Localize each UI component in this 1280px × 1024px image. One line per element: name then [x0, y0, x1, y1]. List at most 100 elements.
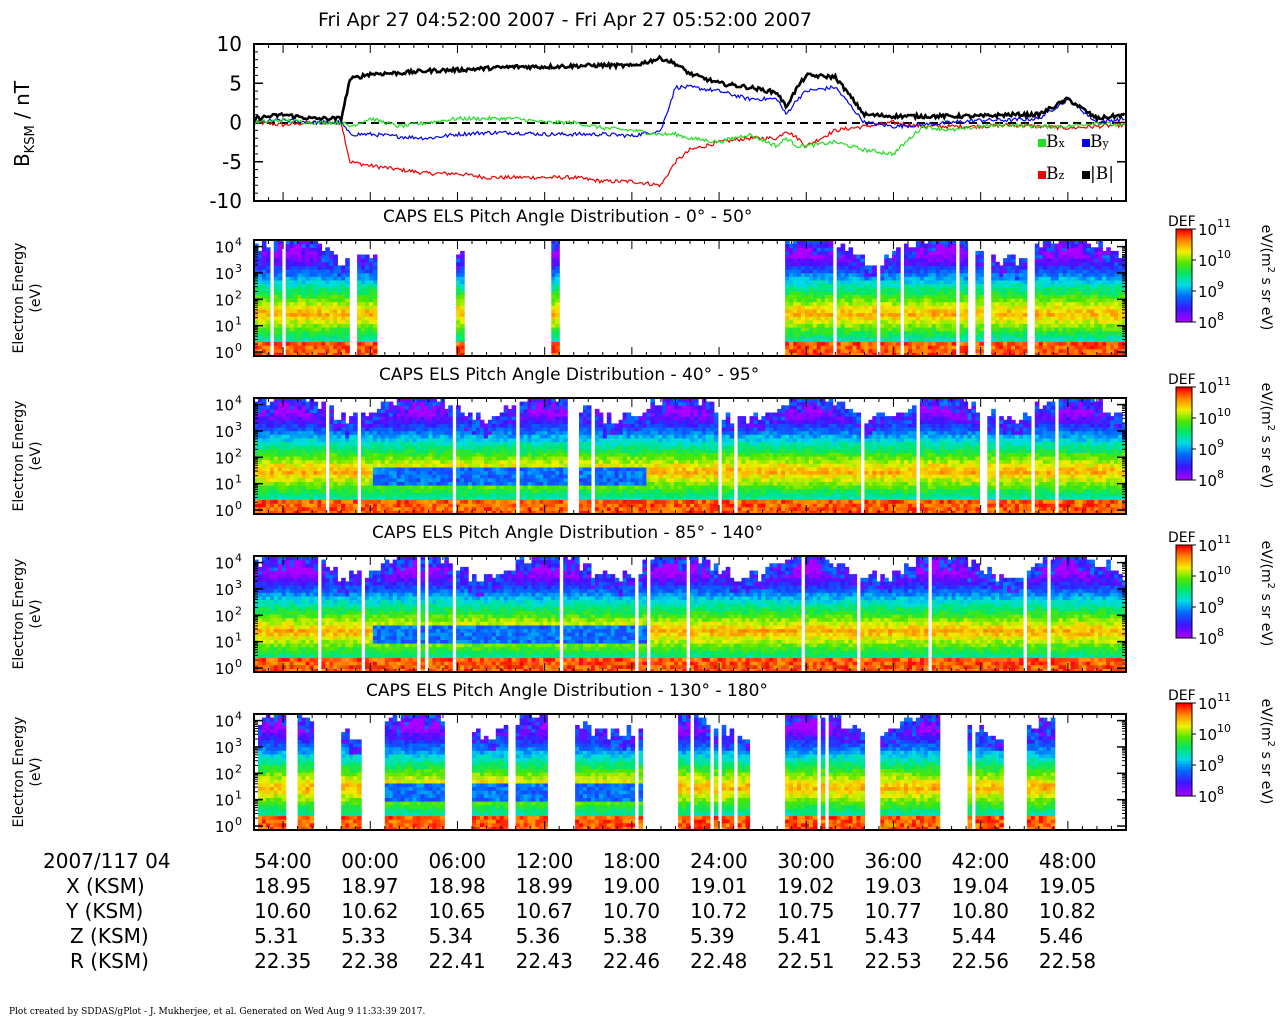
spectrogram-cell	[278, 510, 283, 514]
spectrogram-cell	[298, 323, 303, 327]
spectrogram-cell	[868, 316, 873, 320]
spectrogram-cell	[341, 485, 346, 489]
spectrogram-cell	[278, 287, 283, 291]
spectrogram-cell	[397, 467, 402, 471]
spectrogram-cell	[1039, 262, 1044, 266]
spectrogram-cell	[948, 269, 953, 273]
spectrogram-cell	[1102, 316, 1107, 320]
spectrogram-cell	[1090, 269, 1095, 273]
spectrogram-cell	[892, 291, 897, 295]
spectrogram-cell	[991, 280, 996, 284]
spectrogram-cell	[266, 431, 271, 435]
spectrogram-cell	[1043, 276, 1048, 280]
spectrogram-cell	[377, 416, 382, 420]
spectrogram-cell	[381, 463, 386, 467]
spectrogram-cell	[421, 510, 426, 514]
spectrogram-cell	[880, 302, 885, 306]
spectrogram-cell	[349, 416, 354, 420]
spectrogram-cell	[1094, 313, 1099, 317]
spectrogram-cell	[409, 492, 414, 496]
spectrogram-cell	[952, 294, 957, 298]
spectrogram-cell	[369, 481, 374, 485]
spectrogram-cell	[317, 423, 322, 427]
spectrogram-cell	[329, 273, 334, 277]
spectrogram-cell	[258, 427, 263, 431]
spectrogram-cell	[845, 338, 850, 342]
spectrogram-cell	[254, 244, 259, 248]
spectrogram-cell	[373, 305, 378, 309]
spectrogram-cell	[290, 445, 295, 449]
spectrogram-cell	[555, 352, 560, 356]
spectrogram-cell	[302, 302, 307, 306]
spectrogram-cell	[290, 280, 295, 284]
spectrogram-cell	[290, 438, 295, 442]
spectrogram-cell	[389, 496, 394, 500]
spectrogram-cell	[365, 331, 370, 335]
spectrogram-cell	[948, 352, 953, 356]
spectrogram-cell	[809, 262, 814, 266]
spectrogram-cell	[801, 287, 806, 291]
spectrogram-cell	[417, 460, 422, 464]
spectrogram-cell	[801, 342, 806, 346]
spectrogram-cell	[1094, 309, 1099, 313]
spectrogram-cell	[797, 309, 802, 313]
spectrogram-cell	[369, 334, 374, 338]
spectrogram-cell	[940, 352, 945, 356]
spectrogram-cell	[1067, 331, 1072, 335]
spectrogram-cell	[421, 398, 426, 402]
spectrogram-ytick-label: 10	[215, 239, 234, 257]
spectrogram-cell	[274, 449, 279, 453]
spectrogram-cell	[1106, 298, 1111, 302]
spectrogram-cell	[801, 280, 806, 284]
spectrogram-cell	[317, 331, 322, 335]
spectrogram-cell	[1075, 305, 1080, 309]
spectrogram-cell	[329, 463, 334, 467]
spectrogram-cell	[302, 265, 307, 269]
spectrogram-cell	[306, 496, 311, 500]
spectrogram-cell	[1086, 345, 1091, 349]
spectrogram-cell	[1086, 269, 1091, 273]
spectrogram-cell	[1102, 298, 1107, 302]
spectrogram-cell	[924, 305, 929, 309]
spectrogram-cell	[341, 294, 346, 298]
spectrogram-cell	[908, 276, 913, 280]
spectrogram-cell	[413, 442, 418, 446]
spectrogram-cell	[999, 305, 1004, 309]
spectrogram-cell	[290, 467, 295, 471]
spectrogram-cell	[393, 478, 398, 482]
spectrogram-cell	[258, 500, 263, 504]
colorbar-swatch	[1176, 289, 1192, 291]
spectrogram-cell	[1106, 302, 1111, 306]
spectrogram-cell	[329, 298, 334, 302]
spectrogram-cell	[262, 467, 267, 471]
spectrogram-cell	[1035, 313, 1040, 317]
spectrogram-cell	[333, 291, 338, 295]
spectrogram-cell	[785, 309, 790, 313]
spectrogram-cell	[393, 467, 398, 471]
spectrogram-cell	[1114, 251, 1119, 255]
spectrogram-cell	[1102, 302, 1107, 306]
spectrogram-cell	[421, 467, 426, 471]
spectrogram-cell	[333, 460, 338, 464]
spectrogram-cell	[357, 269, 362, 273]
spectrogram-cell	[872, 345, 877, 349]
spectrogram-cell	[1110, 302, 1115, 306]
spectrogram-cell	[310, 471, 315, 475]
spectrogram-cell	[329, 456, 334, 460]
spectrogram-cell	[254, 284, 259, 288]
spectrogram-cell	[920, 276, 925, 280]
spectrogram-cell	[948, 247, 953, 251]
spectrogram-cell	[401, 463, 406, 467]
spectrogram-cell	[401, 474, 406, 478]
spectrogram-cell	[385, 405, 390, 409]
spectrogram-cell	[421, 405, 426, 409]
spectrogram-cell	[314, 302, 319, 306]
spectrogram-cell	[793, 269, 798, 273]
spectrogram-cell	[928, 294, 933, 298]
spectrogram-cell	[254, 496, 259, 500]
spectrogram-cell	[381, 427, 386, 431]
spectrogram-cell	[306, 463, 311, 467]
spectrogram-cell	[302, 474, 307, 478]
spectrogram-cell	[278, 305, 283, 309]
spectrogram-cell	[1047, 302, 1052, 306]
